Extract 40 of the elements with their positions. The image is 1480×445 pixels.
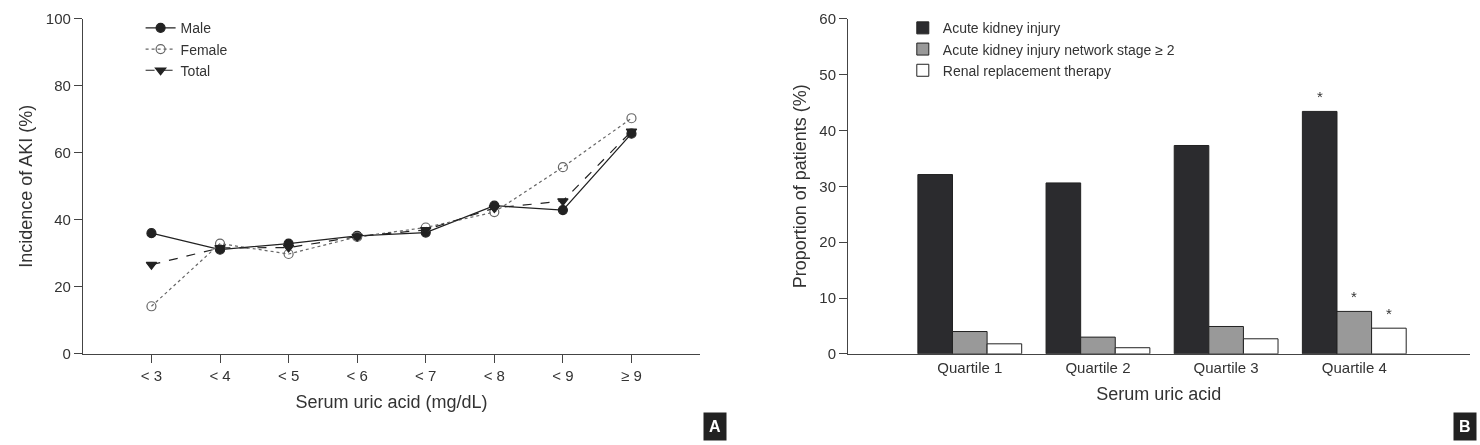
x-axis-title: Serum uric acid (mg/dL): [295, 391, 488, 412]
x-tick-label: Quartile 1: [937, 358, 1003, 376]
y-tick-label: 0: [827, 345, 837, 363]
y-tick-label: 20: [54, 278, 71, 296]
x-tick-label: < 8: [483, 366, 505, 384]
y-tick-label: 80: [54, 76, 71, 94]
y-tick-label: 30: [819, 177, 837, 195]
y-tick-label: 10: [819, 289, 837, 307]
x-tick-label: ≥ 9: [621, 366, 642, 384]
x-tick-label: < 7: [415, 366, 437, 384]
legend-label: Total: [180, 62, 211, 79]
legend-label: Acute kidney injury network stage ≥ 2: [942, 41, 1175, 58]
y-axis-title: Incidence of AKI (%): [16, 104, 37, 268]
annotation: *: [1317, 88, 1323, 105]
legend-label: Renal replacement therapy: [942, 62, 1111, 79]
annotation: *: [1386, 305, 1392, 322]
text: B: [1459, 418, 1471, 435]
x-tick-label: < 4: [209, 366, 231, 384]
x-tick-label: < 6: [346, 366, 368, 384]
x-tick-label: < 9: [552, 366, 574, 384]
x-tick-label: < 5: [277, 366, 300, 384]
y-tick-label: 60: [819, 9, 837, 27]
y-tick-label: 0: [62, 345, 71, 363]
x-axis-title: Serum uric acid: [1096, 383, 1222, 404]
x-tick-label: Quartile 2: [1065, 358, 1131, 376]
legend-label: Female: [180, 41, 228, 58]
text: A: [709, 418, 721, 435]
y-tick-label: 20: [819, 233, 837, 251]
legend-label: Male: [180, 20, 212, 37]
y-tick-label: 40: [54, 211, 71, 229]
legend-label: Acute kidney injury: [942, 20, 1061, 37]
y-tick-label: 100: [45, 9, 71, 27]
x-tick-label: < 3: [140, 366, 163, 384]
x-tick-label: Quartile 4: [1321, 358, 1387, 376]
annotation: *: [1351, 288, 1357, 305]
y-tick-label: 40: [819, 121, 837, 139]
x-tick-label: Quartile 3: [1193, 358, 1259, 376]
y-axis-title: Proportion of patients (%): [789, 84, 810, 289]
y-tick-label: 60: [54, 144, 71, 162]
y-tick-label: 50: [819, 65, 837, 83]
